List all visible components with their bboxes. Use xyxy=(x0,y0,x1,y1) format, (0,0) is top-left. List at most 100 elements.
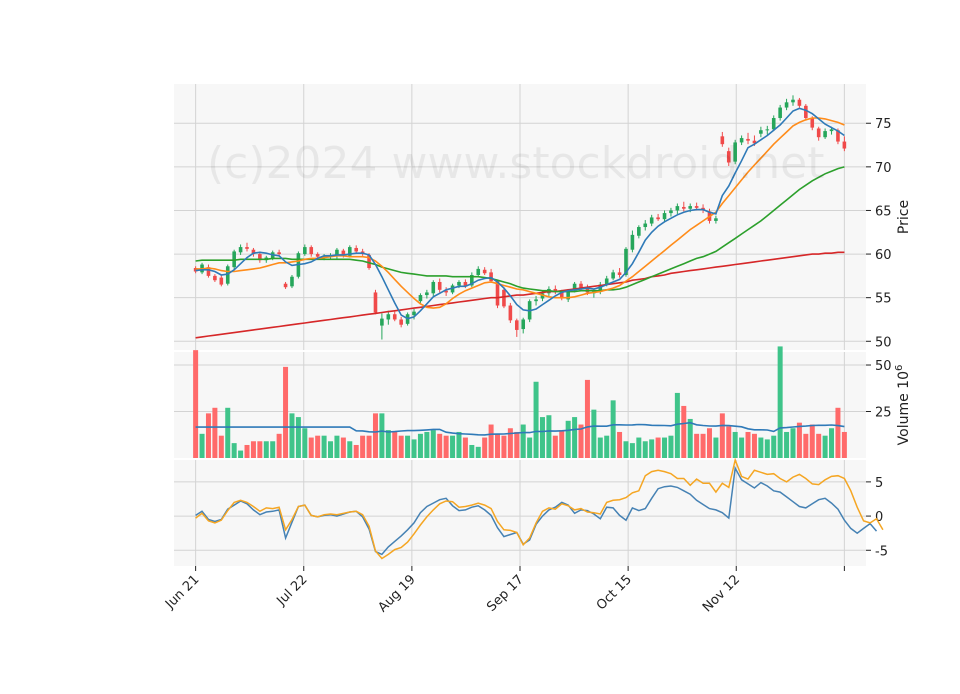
volume-bar-up xyxy=(771,435,777,458)
price-candle-up xyxy=(534,299,538,302)
price-candle-up xyxy=(688,206,693,209)
price-candle-up xyxy=(829,129,834,132)
price-candle-up xyxy=(598,284,603,292)
price-candle-down xyxy=(836,130,840,142)
volume-bar-up xyxy=(302,428,308,458)
volume-bar-down xyxy=(501,435,507,458)
price-candle-down xyxy=(726,151,731,163)
price-candle-down xyxy=(277,252,281,255)
volume-bar-up xyxy=(662,437,668,458)
volume-bar-down xyxy=(372,413,378,458)
price-candle-down xyxy=(258,254,262,261)
price-candle-up xyxy=(412,311,416,316)
price-candle-down xyxy=(367,254,371,269)
date-axis: Jun 21 Jul 22 Aug 19 Sep 17 Oct 15 Nov 12 xyxy=(162,566,845,615)
volume-bar-down xyxy=(353,444,359,458)
volume-bar-down xyxy=(700,433,706,458)
price-candle-down xyxy=(804,105,808,119)
price-candle-up xyxy=(791,99,795,103)
price-candle-down xyxy=(559,292,564,299)
volume-bar-up xyxy=(674,392,680,458)
price-candle-down xyxy=(842,141,847,149)
price-candle-up xyxy=(386,314,391,320)
price-candle-down xyxy=(514,320,519,330)
macd-ytick-label: -5 xyxy=(875,544,888,559)
volume-bar-up xyxy=(546,415,552,458)
volume-bar-up xyxy=(777,346,783,458)
price-candle-up xyxy=(604,278,609,285)
volume-bar-up xyxy=(784,431,790,458)
volume-bar-up xyxy=(405,435,411,458)
volume-bar-down xyxy=(796,422,802,458)
volume-bar-down xyxy=(276,433,282,458)
volume-bar-down xyxy=(719,413,725,458)
volume-bar-down xyxy=(726,426,732,458)
volume-bar-down xyxy=(809,424,815,458)
volume-bar-down xyxy=(578,424,584,458)
volume-bar-up xyxy=(642,441,648,458)
price-candle-down xyxy=(315,254,320,257)
price-candle-down xyxy=(617,272,622,275)
volume-bar-down xyxy=(552,435,558,458)
price-ma10-line xyxy=(195,117,845,309)
volume-bar-down xyxy=(681,405,687,458)
price-candle-down xyxy=(354,247,359,252)
volume-bar-up xyxy=(713,437,719,458)
volume-bar-down xyxy=(482,437,488,458)
volume-bar-down xyxy=(745,431,751,458)
date-axis-tick-label: Jul 22 xyxy=(274,572,311,609)
volume-bar-up xyxy=(456,431,462,458)
volume-bar-up xyxy=(629,443,635,458)
volume-bar-up xyxy=(572,417,578,458)
price-ytick-label: 65 xyxy=(875,204,892,219)
volume-bar-down xyxy=(655,437,661,458)
price-candle-down xyxy=(463,281,468,287)
date-axis-tick-label: Nov 12 xyxy=(700,572,743,615)
price-candle-down xyxy=(482,269,487,274)
volume-bar-up xyxy=(610,400,616,458)
volume-bar-down xyxy=(514,431,520,458)
volume-bar-up xyxy=(739,437,745,458)
price-ytick-label: 55 xyxy=(875,292,892,307)
volume-bar-down xyxy=(244,444,250,458)
volume-bar-down xyxy=(360,435,366,458)
volume-bar-down xyxy=(751,433,757,458)
volume-bar-up xyxy=(597,437,603,458)
price-candle-down xyxy=(720,136,725,145)
price-candle-down xyxy=(746,138,750,141)
volume-bar-up xyxy=(289,413,295,458)
price-candle-up xyxy=(649,217,654,224)
price-candle-down xyxy=(341,250,346,256)
price-candle-down xyxy=(752,140,757,144)
volume-bar-down xyxy=(507,428,513,458)
price-candle-down xyxy=(399,319,403,325)
volume-bar-down xyxy=(398,435,404,458)
date-axis-tick-label: Aug 19 xyxy=(376,572,419,615)
price-candle-up xyxy=(457,281,461,286)
price-candle-down xyxy=(206,267,211,276)
macd-panel: -5 0 5 xyxy=(174,457,888,566)
volume-bar-down xyxy=(841,431,847,458)
price-ytick-label: 70 xyxy=(875,161,892,176)
volume-bar-up xyxy=(424,431,430,458)
price-candle-up xyxy=(450,285,455,293)
volume-bar-down xyxy=(835,407,841,458)
price-candle-up xyxy=(521,319,526,330)
price-candle-down xyxy=(251,249,256,255)
volume-bar-down xyxy=(488,424,494,458)
price-candle-up xyxy=(784,102,789,108)
volume-bar-down xyxy=(803,433,809,458)
volume-bar-up xyxy=(238,450,244,458)
price-candle-down xyxy=(495,281,500,306)
price-candle-down xyxy=(553,288,558,292)
price-ylabel: Price xyxy=(896,200,912,234)
price-ytick-label: 75 xyxy=(875,117,892,132)
volume-bar-up xyxy=(565,420,571,458)
price-candle-up xyxy=(566,290,570,300)
price-candle-up xyxy=(225,266,230,284)
price-candle-down xyxy=(810,118,815,128)
price-candle-up xyxy=(470,274,474,286)
